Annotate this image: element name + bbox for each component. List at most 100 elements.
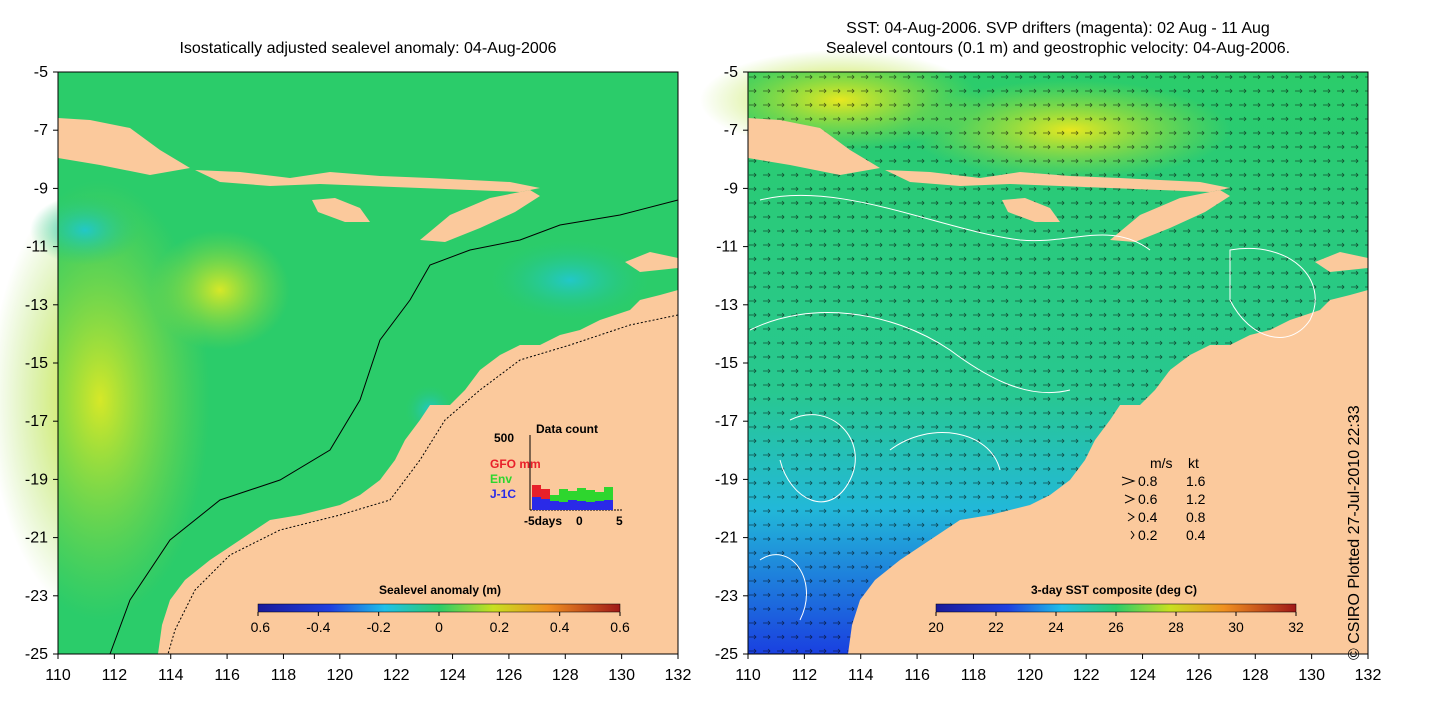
left-anomaly-high-center bbox=[150, 230, 290, 350]
left-map: -5 -7 -9 -11 -13 -15 -17 -19 -21 -23 -25 110 112 114… bbox=[0, 64, 691, 684]
left-island-timor bbox=[420, 190, 540, 242]
left-y-tick-label: -21 bbox=[25, 530, 48, 547]
right-island-chain bbox=[885, 170, 1230, 192]
right-x-tick-label: 128 bbox=[1242, 667, 1269, 684]
left-colorbar-tick: -0.6 bbox=[250, 619, 270, 635]
left-y-tick-label: -25 bbox=[25, 646, 48, 663]
data-count-inset: Data count 500 GFO mm Env J-1C -5days 0 … bbox=[490, 422, 623, 528]
left-x-tick-label: 124 bbox=[439, 667, 466, 684]
right-x-axis: 110 112 114 116 118 120 122 124 126 128 130 132 bbox=[735, 654, 1381, 684]
right-x-tick-label: 120 bbox=[1016, 667, 1043, 684]
right-island-java bbox=[748, 118, 880, 175]
left-x-axis: 110 112 114 116 118 120 122 124 126 128 130 132 bbox=[45, 654, 691, 684]
left-x-tick-label: 132 bbox=[665, 667, 692, 684]
velocity-legend-kt: 1.2 bbox=[1186, 491, 1206, 507]
velocity-legend-arrow bbox=[1121, 476, 1136, 486]
left-x-tick-label: 118 bbox=[271, 667, 297, 684]
right-x-tick-label: 116 bbox=[904, 667, 930, 684]
velocity-legend-arrow bbox=[1127, 512, 1135, 522]
credit-text: © CSIRO Plotted 27-Jul-2010 22:33 bbox=[1346, 405, 1363, 660]
left-colorbar: Sealevel anomaly (m) -0.6 -0.4 -0.2 0 0.2 0.4… bbox=[250, 583, 630, 635]
right-island-timor bbox=[1110, 190, 1230, 242]
right-sealevel-contours bbox=[749, 194, 1316, 621]
right-y-tick-label: -19 bbox=[715, 471, 738, 488]
left-x-tick-label: 128 bbox=[552, 667, 579, 684]
right-x-tick-label: 122 bbox=[1073, 667, 1100, 684]
left-colorbar-label: Sealevel anomaly (m) bbox=[379, 583, 501, 597]
left-y-tick-label: -9 bbox=[34, 180, 48, 197]
data-count-series-env: Env bbox=[490, 472, 512, 486]
left-x-tick-label: 110 bbox=[45, 667, 71, 684]
right-x-tick-label: 126 bbox=[1186, 667, 1213, 684]
right-y-tick-label: -21 bbox=[715, 530, 738, 547]
right-map: -5 -7 -9 -11 -13 -15 -17 -19 -21 -23 -25 110 112 114… bbox=[700, 50, 1381, 684]
left-x-tick-label: 130 bbox=[608, 667, 635, 684]
velocity-legend-ms-header: m/s bbox=[1150, 455, 1173, 471]
right-colorbar-label: 3-day SST composite (deg C) bbox=[1031, 583, 1197, 597]
right-colorbar-tick: 26 bbox=[1108, 619, 1124, 635]
left-y-tick-label: -15 bbox=[25, 355, 48, 372]
left-y-tick-label: -23 bbox=[25, 588, 48, 605]
right-x-tick-label: 130 bbox=[1298, 667, 1325, 684]
right-panel-title-2: Sealevel contours (0.1 m) and geostrophi… bbox=[825, 40, 1291, 57]
right-island-east bbox=[1315, 252, 1368, 272]
velocity-legend-kt: 0.4 bbox=[1186, 527, 1206, 543]
left-contour-shelf-2 bbox=[167, 314, 679, 655]
left-colorbar-tick: -0.2 bbox=[367, 619, 391, 635]
data-count-series-gfo: GFO mm bbox=[490, 457, 541, 471]
velocity-legend-ms: 0.6 bbox=[1138, 491, 1158, 507]
data-count-xlabel-start: -5days bbox=[524, 514, 562, 528]
right-x-tick-label: 124 bbox=[1129, 667, 1156, 684]
velocity-legend-ms: 0.8 bbox=[1138, 473, 1158, 489]
left-panel-title: Isostatically adjusted sealevel anomaly:… bbox=[179, 40, 557, 57]
right-x-tick-label: 110 bbox=[735, 667, 761, 684]
data-count-xlabel-zero: 0 bbox=[576, 514, 583, 528]
left-x-tick-label: 120 bbox=[326, 667, 353, 684]
velocity-legend-arrow bbox=[1124, 494, 1136, 504]
left-x-tick-label: 114 bbox=[158, 667, 184, 684]
velocity-legend-arrow bbox=[1130, 530, 1135, 540]
left-anomaly-low-east bbox=[490, 240, 650, 320]
data-count-series-j1c: J-1C bbox=[490, 487, 516, 501]
left-colorbar-tick: 0.4 bbox=[550, 619, 570, 635]
right-y-axis: -5 -7 -9 -11 -13 -15 -17 -19 -21 -23 -25 bbox=[715, 64, 748, 663]
right-x-tick-label: 114 bbox=[848, 667, 874, 684]
right-colorbar-tick: 20 bbox=[928, 619, 944, 635]
left-y-tick-label: -19 bbox=[25, 471, 48, 488]
left-colorbar-tick: 0.2 bbox=[490, 619, 510, 635]
left-x-tick-label: 112 bbox=[102, 667, 128, 684]
right-y-tick-label: -7 bbox=[724, 122, 738, 139]
left-colorbar-tick: 0.6 bbox=[610, 619, 630, 635]
right-y-tick-label: -15 bbox=[715, 355, 738, 372]
right-y-tick-label: -13 bbox=[715, 297, 738, 314]
velocity-legend-ms: 0.4 bbox=[1138, 509, 1158, 525]
right-x-tick-label: 118 bbox=[961, 667, 987, 684]
left-y-tick-label: -13 bbox=[25, 297, 48, 314]
right-colorbar-tick: 30 bbox=[1228, 619, 1244, 635]
right-y-tick-label: -9 bbox=[724, 180, 738, 197]
left-x-tick-label: 116 bbox=[214, 667, 240, 684]
left-island-chain bbox=[195, 170, 540, 192]
right-y-tick-label: -17 bbox=[715, 413, 738, 430]
left-island-sumba bbox=[312, 198, 370, 222]
data-count-ymax: 500 bbox=[494, 431, 514, 445]
velocity-legend-kt: 0.8 bbox=[1186, 509, 1206, 525]
left-australia bbox=[158, 290, 678, 654]
left-island-java bbox=[58, 118, 190, 175]
right-panel-title-1: SST: 04-Aug-2006. SVP drifters (magenta)… bbox=[846, 20, 1270, 37]
right-colorbar-tick: 28 bbox=[1168, 619, 1184, 635]
left-x-tick-label: 122 bbox=[383, 667, 410, 684]
right-y-tick-label: -11 bbox=[716, 239, 738, 256]
right-australia bbox=[848, 290, 1368, 654]
right-y-tick-label: -25 bbox=[715, 646, 738, 663]
left-y-tick-label: -11 bbox=[26, 239, 48, 256]
right-colorbar: 3-day SST composite (deg C) 20 22 24 26 28 30… bbox=[928, 583, 1304, 635]
right-colorbar-tick: 22 bbox=[988, 619, 1004, 635]
right-y-tick-label: -23 bbox=[715, 588, 738, 605]
velocity-legend-kt: 1.6 bbox=[1186, 473, 1206, 489]
right-x-tick-label: 112 bbox=[792, 667, 818, 684]
right-colorbar-tick: 24 bbox=[1048, 619, 1064, 635]
right-island-sumba bbox=[1002, 198, 1060, 222]
left-colorbar-tick: -0.4 bbox=[306, 619, 330, 635]
velocity-legend-kt-header: kt bbox=[1188, 455, 1199, 471]
